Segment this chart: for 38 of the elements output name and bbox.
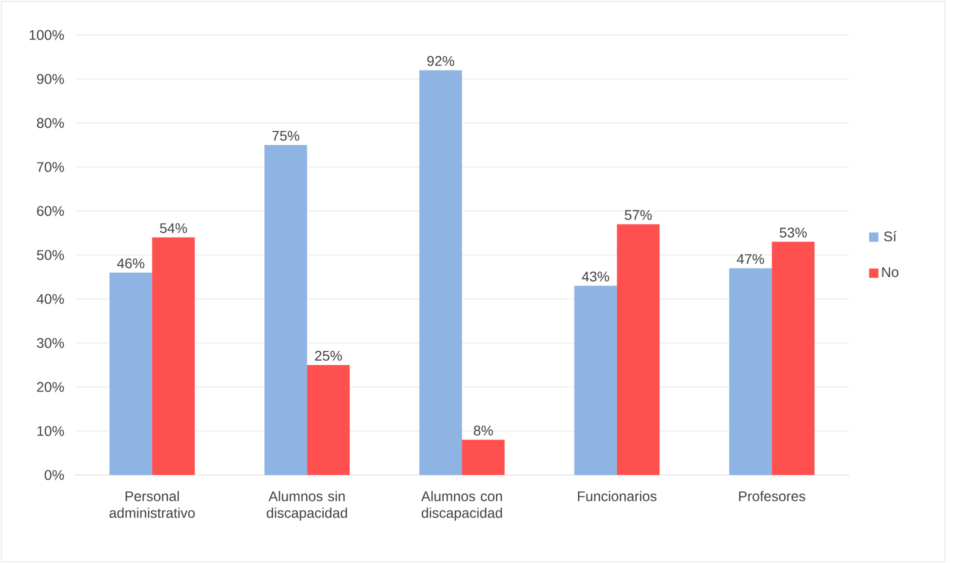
bar <box>729 268 772 475</box>
bar <box>462 440 505 475</box>
bar <box>109 272 152 475</box>
y-tick-label: 40% <box>36 294 64 304</box>
y-tick-label: 100% <box>30 30 64 40</box>
data-label: 47% <box>736 254 764 264</box>
data-label: 46% <box>117 258 144 268</box>
y-tick-label: 80% <box>36 118 64 128</box>
bar <box>419 70 462 475</box>
data-label: 54% <box>160 223 187 234</box>
bar <box>616 224 660 475</box>
y-tick-label: 90% <box>37 74 64 84</box>
x-tick-label: Alumnos con discapacidad <box>421 490 502 521</box>
bar <box>264 144 308 475</box>
data-label: 57% <box>624 210 652 220</box>
legend-label: No <box>882 267 898 278</box>
data-label: 92% <box>427 56 454 66</box>
bar <box>152 237 195 475</box>
data-label: 53% <box>780 228 807 238</box>
y-tick-label: 10% <box>37 426 64 436</box>
x-tick-label: Alumnos sin discapacidad <box>266 490 348 521</box>
x-tick-label: Profesores <box>739 490 806 502</box>
legend-label: Sí <box>884 230 897 242</box>
data-label: 25% <box>315 350 342 361</box>
y-tick-label: 0% <box>44 470 64 480</box>
bar <box>307 364 350 475</box>
y-tick-label: 70% <box>37 162 64 172</box>
x-tick-label: Funcionarios <box>578 490 656 502</box>
bar <box>574 286 617 475</box>
x-tick-label: Personal administrativo <box>110 490 195 518</box>
data-label: 8% <box>474 426 493 436</box>
y-tick-label: 30% <box>36 338 64 348</box>
data-label: 75% <box>272 130 300 141</box>
y-tick-label: 20% <box>37 382 64 392</box>
y-tick-label: 60% <box>37 206 64 216</box>
bar <box>772 242 815 475</box>
y-tick-label: 50% <box>36 250 64 260</box>
data-label: 43% <box>582 272 610 282</box>
